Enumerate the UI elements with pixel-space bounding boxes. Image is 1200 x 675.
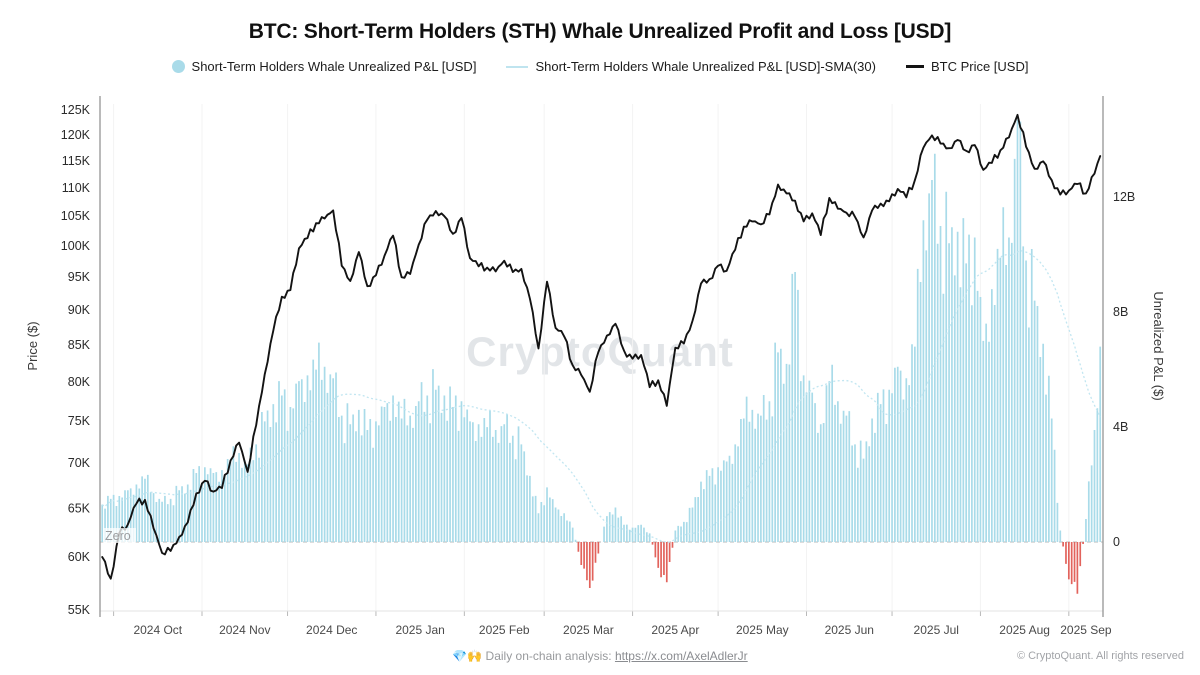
x-tick-label: 2025 Mar xyxy=(563,623,614,637)
footer-note: 💎🙌 Daily on-chain analysis: https://x.co… xyxy=(0,649,1200,663)
x-tick-label: 2024 Oct xyxy=(133,623,182,637)
chart-legend: Short-Term Holders Whale Unrealized P&L … xyxy=(0,59,1200,74)
price-tick-label: 85K xyxy=(68,338,91,352)
pnl-tick-label: 0 xyxy=(1113,535,1120,549)
x-tick-label: 2025 Sep xyxy=(1060,623,1112,637)
pnl-dot-marker xyxy=(171,60,185,73)
x-tick-label: 2024 Dec xyxy=(306,623,357,637)
x-tick-label: 2025 May xyxy=(736,623,789,637)
left-axis-title: Price ($) xyxy=(25,321,40,370)
price-tick-label: 125K xyxy=(61,103,91,117)
legend-item-price[interactable]: BTC Price [USD] xyxy=(905,59,1029,74)
price-tick-label: 95K xyxy=(68,270,91,284)
page-title: BTC: Short-Term Holders (STH) Whale Unre… xyxy=(248,20,952,43)
x-tick-label: 2025 Jan xyxy=(395,623,444,637)
watermark: CryptoQuant xyxy=(466,328,734,375)
price-line-marker xyxy=(905,65,924,68)
pnl-tick-label: 8B xyxy=(1113,305,1128,319)
price-tick-label: 105K xyxy=(61,209,91,223)
zero-annotation: Zero xyxy=(103,528,136,543)
pnl-sma-line xyxy=(101,250,1101,543)
legend-item-sma[interactable]: Short-Term Holders Whale Unrealized P&L … xyxy=(506,59,876,74)
price-tick-label: 115K xyxy=(62,154,91,168)
right-axis-title: Unrealized P&L ($) xyxy=(1151,291,1166,400)
legend-label-pnl: Short-Term Holders Whale Unrealized P&L … xyxy=(191,59,477,74)
price-tick-label: 65K xyxy=(68,501,91,515)
pnl-bars-negative xyxy=(577,542,1084,594)
x-tick-label: 2025 Feb xyxy=(479,623,530,637)
price-tick-label: 55K xyxy=(68,603,91,617)
zero-line-label: Zero xyxy=(105,529,131,543)
legend-label-sma: Short-Term Holders Whale Unrealized P&L … xyxy=(535,59,876,74)
price-tick-label: 60K xyxy=(68,550,91,564)
x-tick-label: 2025 Apr xyxy=(651,623,699,637)
pnl-tick-label: 12B xyxy=(1113,190,1135,204)
chart-footer: 💎🙌 Daily on-chain analysis: https://x.co… xyxy=(0,649,1200,669)
footer-link[interactable]: https://x.com/AxelAdlerJr xyxy=(614,649,748,663)
price-tick-label: 110K xyxy=(62,181,91,195)
price-tick-label: 80K xyxy=(68,375,91,389)
footer-note-text: Daily on-chain analysis: xyxy=(482,649,615,663)
x-tick-label: 2025 Jun xyxy=(825,623,874,637)
chart-canvas: CryptoQuant 2024 Oct 2024 Nov 2024 Dec 2025… xyxy=(25,96,1166,637)
price-tick-label: 70K xyxy=(68,456,91,470)
gem-hands-emoji: 💎🙌 xyxy=(452,649,483,663)
legend-label-price: BTC Price [USD] xyxy=(930,59,1029,74)
x-tick-label: 2025 Jul xyxy=(914,623,959,637)
x-tick-label: 2024 Nov xyxy=(219,623,270,637)
pnl-tick-label: 4B xyxy=(1113,420,1128,434)
btc-price-line xyxy=(101,113,1102,580)
price-tick-label: 75K xyxy=(68,414,91,428)
sma-line-marker xyxy=(506,65,529,68)
price-tick-label: 120K xyxy=(61,128,91,142)
price-tick-label: 100K xyxy=(61,239,91,253)
footer-copyright: © CryptoQuant. All rights reserved xyxy=(1016,650,1184,662)
legend-item-pnl[interactable]: Short-Term Holders Whale Unrealized P&L … xyxy=(171,59,477,74)
price-tick-label: 90K xyxy=(68,303,91,317)
x-tick-label: 2025 Aug xyxy=(999,623,1050,637)
